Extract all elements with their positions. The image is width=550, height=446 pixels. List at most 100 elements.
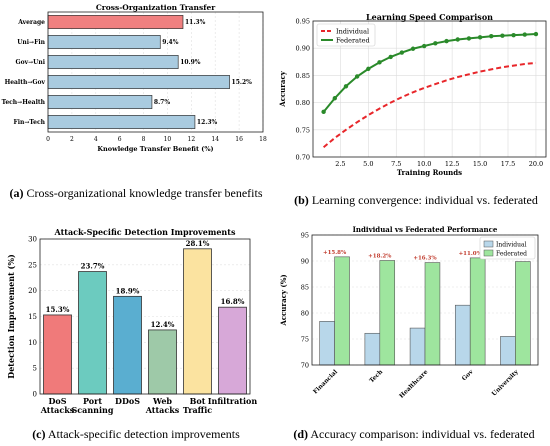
caption-b-text: Learning convergence: individual vs. fed… bbox=[311, 193, 538, 207]
chart-d-ytick-label: 75 bbox=[301, 336, 309, 344]
caption-a-tag: (a) bbox=[9, 186, 24, 200]
chart-a-xlabel: Knowledge Transfer Benefit (%) bbox=[97, 145, 213, 153]
chart-d-ytick-label: 85 bbox=[301, 284, 309, 292]
chart-c-category-label: Attacks bbox=[145, 405, 180, 415]
chart-d-ytick-label: 70 bbox=[301, 362, 309, 370]
chart-b-legend-label: Individual bbox=[336, 28, 369, 36]
chart-a-xtick-label: 12 bbox=[188, 136, 196, 143]
caption-c-tag: (c) bbox=[32, 427, 46, 441]
chart-d-bar-federated bbox=[424, 262, 441, 366]
chart-a-axes-frame bbox=[47, 11, 264, 133]
chart-b-point bbox=[477, 35, 483, 40]
chart-a-xtick-label: 18 bbox=[259, 136, 267, 143]
chart-d-category-label: Healthcare bbox=[398, 368, 429, 399]
caption-c: (c) Attack-specific detection improvemen… bbox=[0, 427, 272, 442]
chart-a-data-label: 9.4% bbox=[162, 39, 178, 46]
chart-b-legend-label: Federated bbox=[336, 37, 370, 45]
chart-d-annotation: +16.3% bbox=[413, 256, 437, 262]
chart-d-annotation: +15.8% bbox=[323, 250, 347, 256]
chart-a-xtick-label: 6 bbox=[118, 136, 122, 143]
chart-b-axes-frame bbox=[312, 20, 547, 158]
chart-b-point bbox=[366, 66, 371, 72]
chart-b-point bbox=[388, 54, 393, 60]
chart-d-legend-label: Individual bbox=[496, 242, 527, 249]
caption-d-tag: (d) bbox=[293, 427, 309, 441]
chart-b-xtick-label: 15.0 bbox=[473, 160, 487, 168]
chart-b-point bbox=[321, 109, 326, 115]
chart-b-point bbox=[455, 37, 460, 42]
chart-a-bar bbox=[47, 75, 230, 89]
chart-c-ytick-label: 5 bbox=[33, 365, 37, 373]
chart-a-bar bbox=[47, 15, 184, 29]
chart-c-bar bbox=[113, 295, 142, 395]
chart-b-point bbox=[377, 60, 382, 65]
chart-a-data-label: 8.7% bbox=[154, 99, 170, 106]
chart-b-point bbox=[533, 31, 539, 37]
chart-c-axes-frame bbox=[39, 238, 251, 395]
chart-a-bar bbox=[47, 35, 161, 49]
chart-d-category-label: Tech bbox=[368, 368, 384, 384]
chart-a-xtick-label: 8 bbox=[142, 136, 146, 143]
chart-b-point bbox=[421, 43, 427, 49]
chart-c-category-label: DoS bbox=[48, 396, 66, 406]
chart-d-ylabel: Accuracy (%) bbox=[279, 274, 288, 326]
chart-a-xtick-label: 14 bbox=[211, 136, 219, 143]
chart-a-xtick-label: 0 bbox=[46, 136, 50, 143]
chart-b-xtick-label: 20.0 bbox=[529, 160, 543, 168]
chart-b-point bbox=[433, 41, 438, 46]
chart-b-xtick-label: 12.5 bbox=[445, 160, 459, 168]
chart-b-series-line-individual bbox=[322, 61, 537, 148]
chart-b-point bbox=[522, 32, 527, 37]
chart-a-data-label: 11.3% bbox=[185, 19, 206, 26]
chart-b-point bbox=[343, 84, 349, 89]
chart-b-point bbox=[466, 36, 472, 41]
chart-d: Individual vs Federated Performance 70 75 8… bbox=[279, 225, 539, 400]
chart-d-category-label: Financial bbox=[312, 368, 340, 396]
chart-d-bar-individual bbox=[364, 332, 381, 366]
chart-b-ytick-label: 0.95 bbox=[296, 18, 310, 26]
chart-a-title: Cross-Organization Transfer bbox=[96, 3, 216, 12]
caption-d: (d) Accuracy comparison: individual vs. … bbox=[278, 427, 550, 442]
chart-a-category-label: Gov→Uni bbox=[15, 59, 45, 66]
chart-d-bar-federated bbox=[469, 257, 486, 366]
chart-c-ytick-label: 25 bbox=[28, 261, 37, 269]
chart-c-bar bbox=[43, 314, 72, 395]
chart-c-data-label: 18.9% bbox=[116, 286, 140, 295]
chart-c-category-label: Attacks bbox=[40, 405, 75, 415]
chart-b-xtick-label: 17.5 bbox=[501, 160, 515, 168]
chart-a: Cross-Organization Transfer 0 2 4 6 8 10 12 14 16… bbox=[2, 3, 267, 153]
chart-d-legend-swatch bbox=[483, 240, 494, 248]
chart-a-bar bbox=[47, 95, 153, 109]
chart-b-ylabel: Accuracy bbox=[278, 70, 287, 108]
chart-a-xtick-label: 4 bbox=[94, 136, 98, 143]
chart-c-bar bbox=[78, 271, 107, 395]
chart-a-bar bbox=[47, 115, 196, 129]
chart-c-category-label: Web bbox=[152, 396, 172, 406]
chart-a-category-label: Health→Gov bbox=[5, 79, 46, 86]
chart-c-category-label: Port bbox=[83, 396, 102, 406]
chart-b-point bbox=[354, 74, 360, 79]
chart-d-legend: Individual Federated bbox=[479, 236, 536, 260]
chart-a-xtick-label: 2 bbox=[70, 136, 74, 143]
chart-d-category-label: University bbox=[491, 368, 521, 398]
chart-d-bar-individual bbox=[500, 336, 516, 366]
chart-c-data-label: 16.8% bbox=[221, 297, 245, 306]
chart-d-bar-individual bbox=[454, 304, 471, 366]
chart-c-data-label: 28.1% bbox=[186, 239, 210, 248]
chart-b-xtick-label: 5.0 bbox=[363, 160, 373, 168]
chart-c-bar bbox=[148, 329, 177, 395]
chart-c-category-label: Bot bbox=[190, 396, 206, 406]
chart-d-bar-federated bbox=[334, 256, 350, 366]
chart-b-ytick-label: 0.75 bbox=[296, 126, 310, 134]
chart-b-title: Learning Speed Comparison bbox=[366, 12, 493, 22]
caption-d-text: Accuracy comparison: individual vs. fede… bbox=[310, 427, 535, 441]
caption-a: (a) Cross-organizational knowledge trans… bbox=[6, 186, 266, 201]
chart-d-annotation: +11.0% bbox=[459, 251, 483, 257]
chart-c-data-label: 23.7% bbox=[81, 262, 105, 271]
chart-c-title: Attack-Specific Detection Improvements bbox=[54, 227, 236, 237]
chart-d-bar-federated bbox=[379, 260, 396, 366]
chart-b-ytick-label: 0.85 bbox=[296, 72, 310, 80]
chart-b-xtick-label: 10.0 bbox=[417, 160, 431, 168]
chart-b-point bbox=[489, 34, 494, 39]
